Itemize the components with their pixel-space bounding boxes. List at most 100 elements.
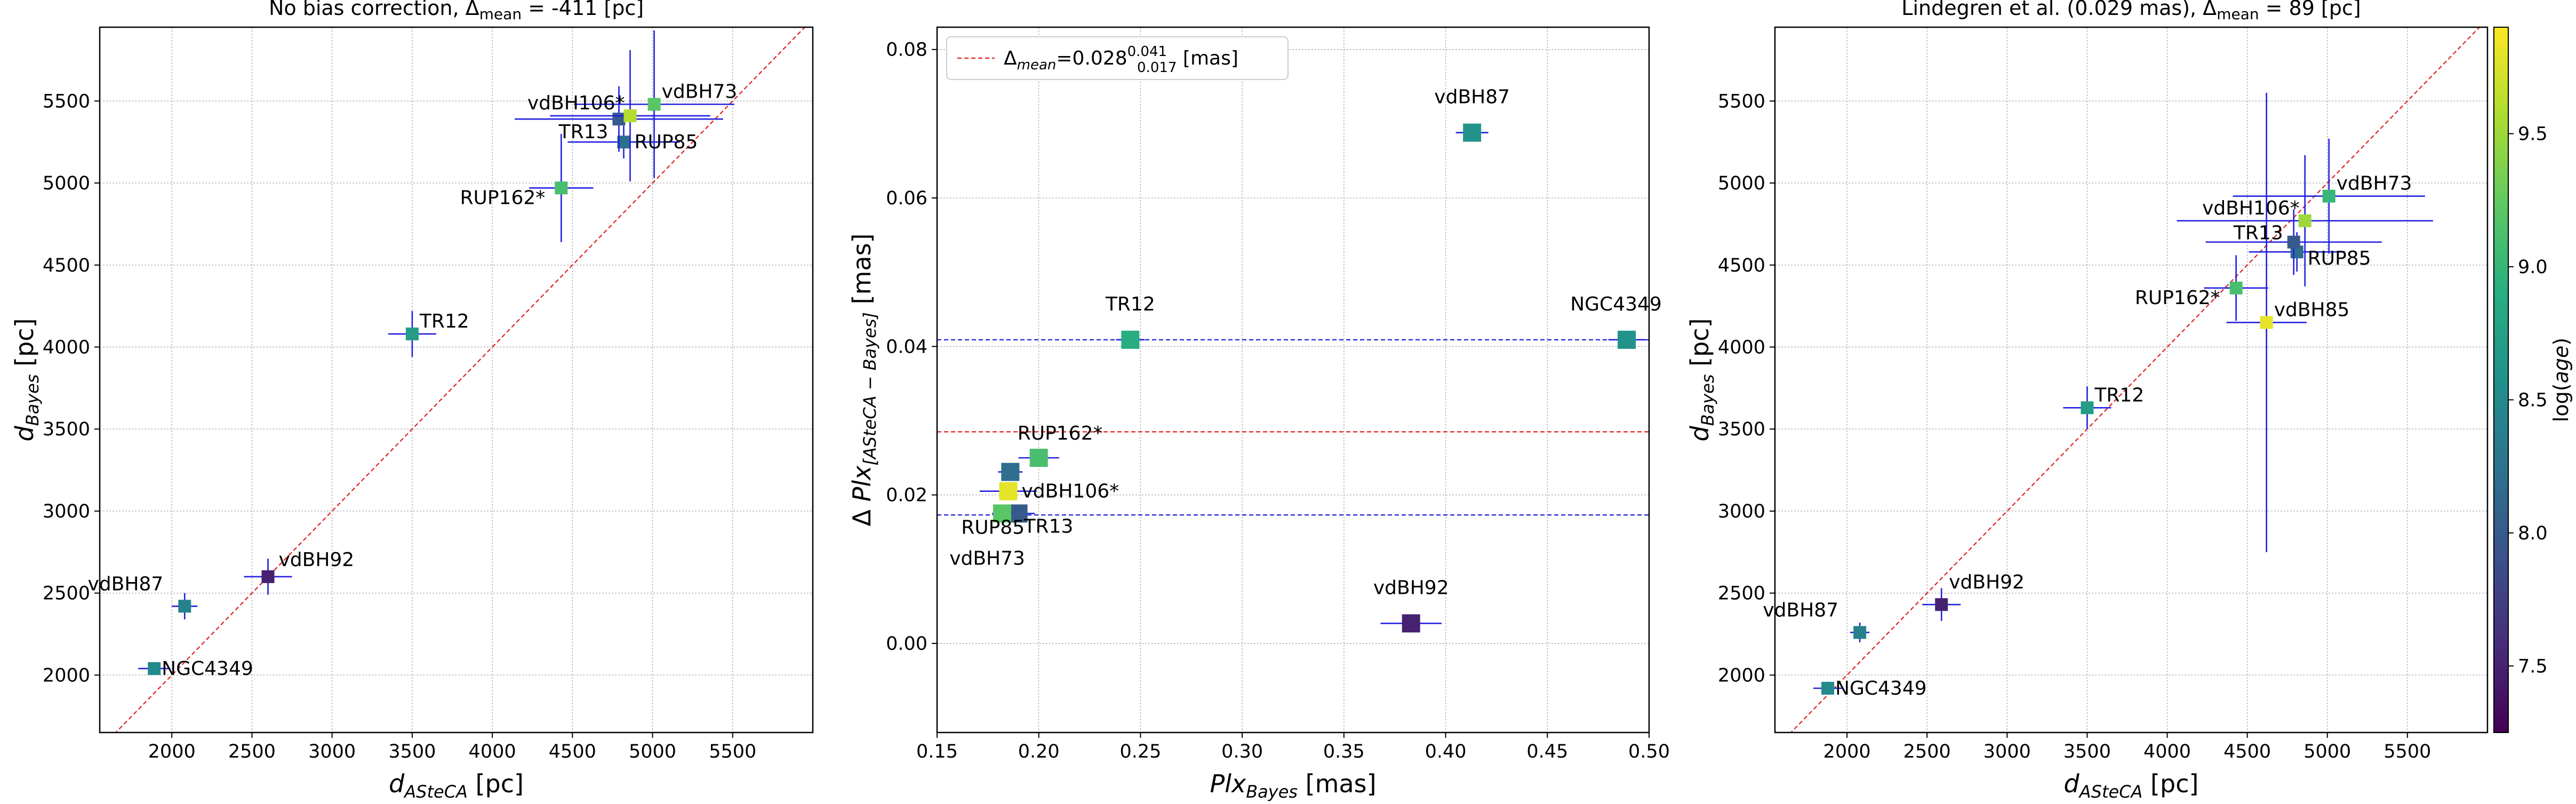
point-label: NGC4349: [1835, 678, 1927, 699]
point-label: NGC4349: [1570, 293, 1662, 315]
point-marker: [2260, 316, 2273, 329]
point-marker: [2229, 281, 2243, 294]
point-label: NGC4349: [162, 658, 253, 680]
point-marker: [617, 136, 630, 149]
x-tick-label: 0.20: [1018, 741, 1060, 762]
point-label: TR13: [558, 121, 609, 143]
plot-area: [937, 123, 1649, 633]
point-marker: [261, 570, 275, 583]
point-marker: [2322, 189, 2335, 203]
point-marker: [148, 662, 161, 675]
y-tick-label: 4000: [43, 337, 90, 359]
point-marker: [612, 113, 626, 126]
data-point: [2233, 139, 2425, 254]
point-marker: [1821, 681, 1835, 695]
y-tick-label: 2500: [1718, 583, 1765, 604]
point-marker: [1463, 123, 1482, 142]
data-point: [2063, 386, 2111, 429]
point-marker: [2298, 214, 2311, 227]
point-marker: [1935, 598, 1948, 611]
x-tick-label: 0.30: [1221, 741, 1263, 762]
x-tick-label: 0.15: [916, 741, 958, 762]
x-tick-label: 5500: [709, 741, 756, 762]
y-tick-label: 2500: [43, 583, 90, 604]
y-tick-label: 5000: [1718, 173, 1765, 194]
x-tick-label: 4000: [2143, 741, 2191, 762]
x-tick-label: 2500: [1903, 741, 1951, 762]
y-tick-label: 2000: [43, 665, 90, 686]
data-point: [1018, 449, 1059, 467]
x-tick-label: 0.25: [1119, 741, 1161, 762]
point-label: vdBH92: [1949, 571, 2025, 593]
point-label: TR12: [2094, 384, 2144, 406]
point-marker: [2287, 235, 2300, 249]
grid: [1775, 27, 2487, 733]
identity-line: [1790, 27, 2481, 733]
point-label: vdBH106*: [527, 92, 625, 114]
point-marker: [647, 98, 661, 111]
data-point: [1116, 330, 1145, 349]
grid: [100, 27, 813, 733]
x-tick-label: 3500: [388, 741, 436, 762]
point-marker: [1029, 449, 1048, 467]
data-point: [388, 311, 436, 357]
x-tick-label: 4500: [2223, 741, 2271, 762]
x-tick-label: 4000: [469, 741, 516, 762]
point-label: TR13: [1023, 515, 1074, 537]
panel-title-lindegren: Lindegren et al. (0.029 mas), Δmean = 89…: [1901, 0, 2361, 23]
y-tick-label: 3000: [1718, 501, 1765, 522]
point-marker: [1402, 614, 1420, 633]
identity-line: [115, 27, 806, 733]
colorbar-label: log(age): [2549, 338, 2573, 422]
y-axis-label: Δ Plx[ASteCA − Bayes] [mas]: [847, 234, 880, 527]
x-tick-label: 2000: [148, 741, 196, 762]
y-tick-label: 3500: [43, 419, 90, 440]
point-label: RUP162*: [460, 187, 545, 209]
data-point: [244, 559, 292, 595]
axes-frame: [99, 26, 814, 734]
point-label: TR12: [419, 311, 469, 332]
point-label: vdBH87: [1434, 86, 1510, 108]
data-point: [980, 482, 1037, 500]
y-tick-label: 4500: [43, 255, 90, 276]
x-tick-label: 0.50: [1628, 741, 1670, 762]
x-tick-label: 3000: [308, 741, 356, 762]
data-point: [2226, 92, 2307, 552]
data-point: [567, 125, 680, 158]
x-tick-label: 0.35: [1323, 741, 1365, 762]
data-point: [529, 133, 594, 242]
x-tick-label: 0.40: [1425, 741, 1467, 762]
data-point: [2177, 155, 2433, 286]
point-label: vdBH73: [2337, 173, 2412, 195]
colorbar-tick-label: 8.0: [2518, 523, 2548, 544]
colorbar-tick-label: 9.0: [2518, 257, 2548, 278]
point-marker: [1121, 330, 1140, 349]
point-label: RUP85: [2308, 248, 2371, 269]
panel-title-uncorrected: No bias correction, Δmean = -411 [pc]: [269, 0, 644, 23]
point-label: vdBH106*: [2202, 197, 2300, 219]
point-label: vdBH87: [1763, 599, 1838, 621]
data-point: [1455, 123, 1489, 142]
point-label: vdBH73: [949, 547, 1025, 569]
point-marker: [993, 504, 1012, 523]
parallax-difference-panel: vdBH87 TR12 NGC4349 RUP162* vdBH106* RUP85TR1…: [847, 26, 1670, 802]
y-tick-label: 0.06: [886, 188, 927, 209]
x-tick-label: 3000: [1983, 741, 2031, 762]
data-point: [574, 30, 734, 178]
data-point: [172, 593, 198, 619]
legend-box: [946, 36, 1289, 80]
point-label: TR12: [1105, 293, 1155, 315]
y-tick-label: 3500: [1718, 419, 1765, 440]
point-marker: [1001, 463, 1020, 481]
y-tick-label: 4500: [1718, 255, 1765, 276]
point-marker: [405, 327, 419, 340]
point-label: vdBH92: [1373, 577, 1449, 599]
y-tick-label: 0.00: [886, 633, 927, 655]
point-label: vdBH92: [278, 549, 354, 571]
point-marker: [555, 181, 568, 195]
x-tick-label: 5000: [2303, 741, 2351, 762]
x-tick-label: 5000: [629, 741, 676, 762]
x-axis-label: dASteCA [pc]: [389, 769, 524, 802]
x-tick-label: 0.45: [1526, 741, 1568, 762]
x-tick-label: 2500: [228, 741, 276, 762]
